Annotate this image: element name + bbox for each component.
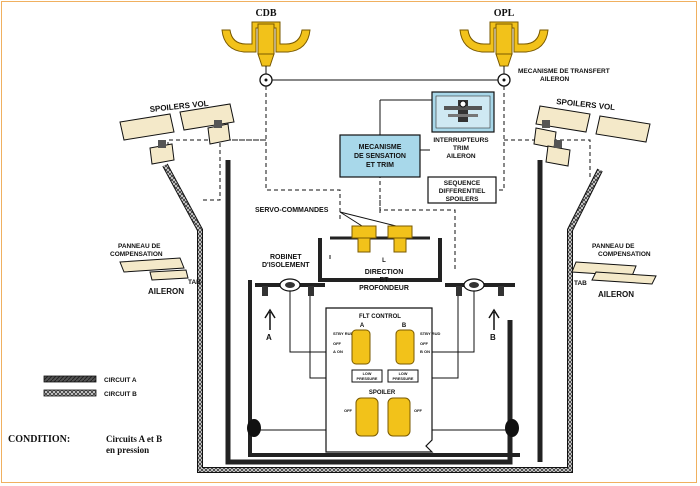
direction-label-2: ET bbox=[380, 277, 390, 284]
svg-text:MECANISME: MECANISME bbox=[359, 144, 402, 151]
svg-text:TAB: TAB bbox=[188, 279, 201, 286]
opl-label: OPL bbox=[494, 8, 515, 19]
low-pressure-light-1: LOW PRESSURE bbox=[351, 369, 383, 383]
low-pressure-light-2: LOW PRESSURE bbox=[387, 369, 419, 383]
isolation-valve-left bbox=[262, 278, 314, 296]
aileron-left-label: AILERON bbox=[148, 287, 184, 296]
hydraulic-circuit-b bbox=[162, 163, 603, 473]
svg-text:DIFFERENTIEL: DIFFERENTIEL bbox=[439, 188, 486, 195]
svg-text:B: B bbox=[402, 323, 407, 329]
opl-yoke bbox=[459, 21, 549, 67]
compensation-panel-right: PANNEAU DE COMPENSATION TAB AILERON bbox=[571, 243, 657, 299]
spoiler-off-left: OFF bbox=[344, 408, 353, 413]
spoilers-vol-right: SPOILERS VOL bbox=[533, 97, 651, 167]
transfer-mechanism-label-2: AILERON bbox=[540, 76, 570, 83]
servo-actuator-a bbox=[351, 225, 377, 253]
svg-text:TAB: TAB bbox=[574, 280, 587, 287]
direction-label-1: DIRECTION bbox=[365, 269, 404, 276]
robinet-label-1: ROBINET bbox=[270, 254, 302, 261]
svg-text:OFF: OFF bbox=[420, 341, 429, 346]
svg-text:PRESSURE: PRESSURE bbox=[393, 377, 414, 381]
compensation-panel-left: PANNEAU DE COMPENSATION TAB AILERON bbox=[110, 243, 201, 296]
l-marker: L bbox=[382, 258, 386, 264]
condition-label: CONDITION: bbox=[8, 434, 70, 445]
svg-text:SEQUENCE: SEQUENCE bbox=[444, 180, 481, 187]
isolation-valve-right bbox=[456, 278, 504, 296]
svg-text:LOW: LOW bbox=[363, 372, 372, 376]
servo-actuator-b bbox=[387, 225, 413, 253]
sensation-mechanism-box: MECANISME DE SENSATION ET TRIM bbox=[339, 134, 421, 178]
svg-text:A: A bbox=[360, 323, 365, 329]
bottom-valve-right bbox=[505, 419, 519, 437]
cdb-yoke bbox=[221, 21, 311, 67]
bottom-valve-left bbox=[247, 419, 261, 437]
flt-control-a-switch[interactable] bbox=[351, 329, 371, 365]
svg-text:B ON: B ON bbox=[420, 349, 430, 354]
direction-label-3: PROFONDEUR bbox=[359, 285, 409, 292]
trim-switches-label-1: INTERRUPTEURS bbox=[433, 137, 489, 144]
spoiler-off-right: OFF bbox=[414, 408, 423, 413]
svg-text:FLT CONTROL: FLT CONTROL bbox=[359, 314, 401, 320]
svg-text:ET TRIM: ET TRIM bbox=[366, 162, 394, 169]
svg-text:OFF: OFF bbox=[333, 341, 342, 346]
svg-text:LOW: LOW bbox=[399, 372, 408, 376]
spoilers-vol-left: SPOILERS VOL bbox=[119, 99, 235, 165]
aileron-right-label: AILERON bbox=[598, 290, 634, 299]
transfer-mechanism-label-1: MECANISME DE TRANSFERT bbox=[518, 68, 610, 75]
svg-text:PANNEAU DE: PANNEAU DE bbox=[592, 243, 635, 250]
hydraulic-circuit-a bbox=[225, 160, 543, 465]
svg-text:COMPENSATION: COMPENSATION bbox=[110, 251, 163, 258]
legend: CIRCUIT A CIRCUIT B bbox=[43, 375, 137, 398]
legend-swatch-a bbox=[43, 375, 97, 383]
spoiler-a-switch[interactable] bbox=[355, 397, 379, 437]
svg-text:STBY RUD: STBY RUD bbox=[420, 331, 440, 336]
trim-switches-label-3: AILERON bbox=[446, 153, 476, 160]
circuit-a-marker: A bbox=[266, 333, 272, 342]
svg-text:A ON: A ON bbox=[333, 349, 343, 354]
svg-text:PRESSURE: PRESSURE bbox=[357, 377, 378, 381]
svg-text:DE SENSATION: DE SENSATION bbox=[354, 153, 406, 160]
cdb-label: CDB bbox=[255, 8, 276, 19]
aileron-trim-switches-panel bbox=[431, 91, 495, 133]
circuit-b-marker: B bbox=[490, 333, 496, 342]
condition-text-2: en pression bbox=[106, 445, 149, 455]
svg-text:STBY RUD: STBY RUD bbox=[333, 331, 353, 336]
legend-swatch-b bbox=[43, 389, 97, 397]
servo-label: SERVO-COMMANDES bbox=[255, 207, 329, 214]
flt-control-panel: FLT CONTROL A B STBY RUD OFF A ON STBY R… bbox=[325, 307, 440, 453]
trim-switches-label-2: TRIM bbox=[453, 145, 469, 152]
spoiler-label: SPOILER bbox=[369, 390, 396, 396]
panel-connector-lines bbox=[250, 291, 510, 431]
legend-circuit-a: CIRCUIT A bbox=[104, 377, 137, 384]
robinet-label-2: D'ISOLEMENT bbox=[262, 262, 310, 269]
spoiler-b-switch[interactable] bbox=[387, 397, 411, 437]
flt-control-b-switch[interactable] bbox=[395, 329, 415, 365]
svg-text:PANNEAU DE: PANNEAU DE bbox=[118, 243, 161, 250]
svg-text:SPOILERS: SPOILERS bbox=[446, 196, 480, 203]
spoiler-differential-sequence-box: SEQUENCE DIFFERENTIEL SPOILERS bbox=[427, 176, 497, 204]
svg-text:COMPENSATION: COMPENSATION bbox=[598, 251, 651, 258]
condition-text-1: Circuits A et B bbox=[106, 434, 162, 444]
legend-circuit-b: CIRCUIT B bbox=[104, 391, 137, 398]
